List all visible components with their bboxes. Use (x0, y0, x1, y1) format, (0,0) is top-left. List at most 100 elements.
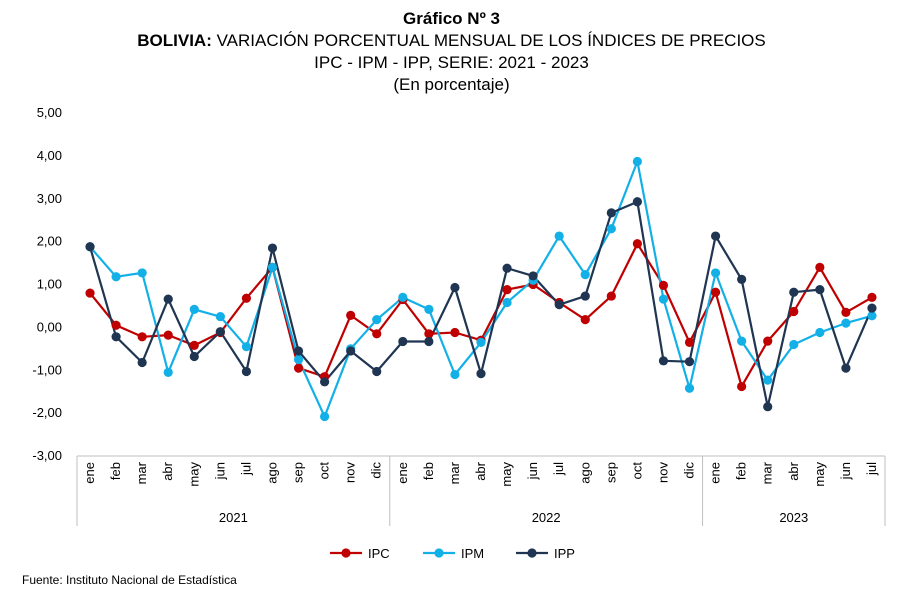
data-point-ipm (502, 297, 512, 308)
data-point-ipc (450, 327, 460, 338)
data-point-ipc (111, 320, 121, 330)
month-label: ene (82, 462, 97, 484)
data-point-ipc (632, 239, 642, 249)
data-point-ipp (789, 287, 799, 297)
data-point-ipm (111, 272, 121, 282)
month-label: oct (629, 462, 644, 480)
y-tick-label: 5,00 (37, 105, 62, 120)
data-point-ipm (554, 231, 564, 241)
data-point-ipm (606, 224, 616, 234)
data-point-ipm (789, 339, 799, 350)
data-point-ipc (293, 363, 304, 373)
month-label: nov (655, 462, 670, 483)
data-point-ipp (85, 242, 95, 252)
y-tick-label: -3,00 (32, 448, 62, 463)
data-point-ipp (606, 208, 616, 218)
chart-series-caption: IPC - IPM - IPP, SERIE: 2021 - 2023 (314, 53, 589, 72)
data-point-ipm (710, 268, 721, 278)
data-point-ipp (267, 243, 278, 253)
data-point-ipp (815, 285, 825, 295)
month-label: may (499, 462, 514, 487)
month-label: ene (708, 462, 723, 484)
data-point-ipm (580, 270, 590, 280)
data-point-ipp (580, 291, 590, 301)
month-label: mar (447, 461, 462, 484)
month-label: jul (551, 462, 566, 476)
data-point-ipp (632, 197, 642, 207)
data-point-ipc (137, 332, 147, 342)
data-point-ipm (241, 342, 252, 352)
y-tick-label: 3,00 (37, 191, 62, 206)
year-label: 2022 (532, 510, 561, 525)
data-point-ipp (189, 351, 199, 362)
data-point-ipc (710, 287, 721, 297)
data-point-ipm (841, 318, 851, 328)
legend-label-ipc: IPC (368, 546, 390, 561)
month-label: oct (317, 462, 332, 480)
year-label: 2023 (779, 510, 808, 525)
data-point-ipp (398, 336, 408, 347)
data-point-ipm (215, 312, 225, 322)
data-point-ipm (189, 304, 199, 314)
data-point-ipc (867, 292, 877, 302)
month-label: jun (838, 462, 853, 480)
legend-label-ipm: IPM (461, 546, 484, 561)
month-label: abr (160, 461, 175, 480)
month-label: sep (603, 462, 618, 483)
data-point-ipp (163, 294, 173, 304)
month-label: jun (212, 462, 227, 480)
data-point-ipc (85, 288, 95, 298)
data-point-ipp (476, 369, 486, 379)
month-label: sep (291, 462, 306, 483)
month-label: jul (238, 462, 253, 476)
legend-label-ipp: IPP (554, 546, 575, 561)
month-label: ene (395, 462, 410, 484)
data-point-ipp (137, 357, 147, 368)
data-point-ipc (241, 293, 252, 303)
data-point-ipp (424, 336, 434, 347)
source-note: Fuente: Instituto Nacional de Estadístic… (22, 573, 237, 587)
data-point-ipm (398, 292, 408, 302)
data-point-ipp (293, 346, 304, 356)
data-point-ipc (684, 337, 695, 347)
data-point-ipc (763, 336, 773, 346)
data-point-ipm (815, 327, 825, 338)
month-label: may (186, 462, 201, 487)
data-point-ipm (658, 294, 669, 304)
month-label: nov (343, 462, 358, 483)
data-point-ipc (789, 306, 799, 317)
month-label: feb (734, 462, 749, 480)
data-point-ipc (424, 329, 434, 339)
data-point-ipp (554, 300, 564, 310)
data-point-ipm (163, 367, 173, 377)
data-point-ipm (372, 315, 382, 325)
month-label: abr (786, 461, 801, 480)
data-point-ipc (189, 340, 199, 350)
series-line-ipm (89, 160, 873, 418)
data-point-ipm (424, 304, 434, 314)
data-point-ipp (710, 231, 721, 241)
data-point-ipc (163, 330, 173, 340)
data-point-ipc (658, 280, 669, 290)
month-label: abr (473, 461, 488, 480)
y-tick-label: 0,00 (37, 319, 62, 334)
month-label: ago (264, 462, 279, 484)
month-label: jul (864, 462, 879, 476)
data-point-ipm (267, 262, 278, 272)
data-point-ipc (502, 285, 512, 295)
data-point-ipm (450, 369, 460, 380)
series-line-ipc (89, 242, 873, 388)
month-label: jun (525, 462, 540, 480)
data-point-ipm (867, 311, 877, 321)
month-label: mar (134, 461, 149, 484)
chart-subtitle: BOLIVIA: VARIACIÓN PORCENTUAL MENSUAL DE… (0, 30, 903, 52)
x-axis: ene feb mar abr may jun jul ago sep oct nov dic ene f… (76, 455, 886, 526)
data-point-ipp (320, 377, 330, 387)
chart-title: Gráfico Nº 3 (403, 9, 500, 28)
data-point-ipc (580, 315, 590, 325)
y-tick-label: -2,00 (32, 405, 62, 420)
data-point-ipp (372, 366, 382, 377)
month-label: dic (369, 462, 384, 479)
data-point-ipp (346, 346, 356, 356)
